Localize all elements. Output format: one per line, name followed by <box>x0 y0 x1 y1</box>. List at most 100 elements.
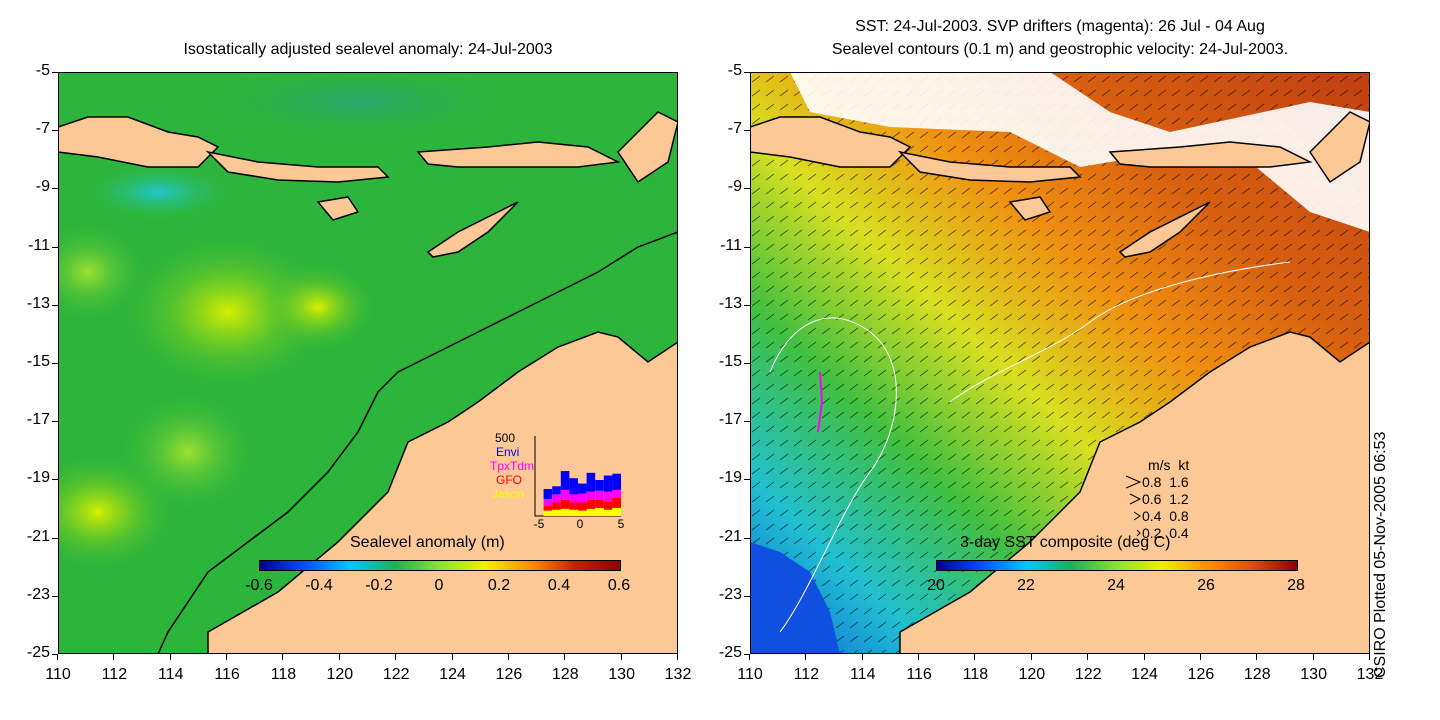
left-xtick-mark <box>57 654 58 660</box>
inset-bar-tpxtdm <box>569 494 578 503</box>
anomaly-high-5 <box>58 222 148 322</box>
velocity-arrow-0-8 <box>1125 475 1142 489</box>
right-panel-title-line2: Sealevel contours (0.1 m) and geostrophi… <box>831 41 1289 58</box>
left-ytick--7: -7 <box>35 120 50 138</box>
left-xtick-mark <box>395 654 397 660</box>
svp-drifter-track <box>817 371 824 433</box>
inset-legend-jason: Jason <box>492 487 525 501</box>
right-xtick-mark <box>1312 654 1314 660</box>
inset-legend-tpxtdm: TpxTdm <box>490 459 535 473</box>
right-ytick--5: -5 <box>727 62 742 79</box>
inset-bar-jason <box>552 509 561 516</box>
left-xtick-mark <box>564 654 566 660</box>
inset-bar-gfo <box>560 499 570 509</box>
left-ytick--11: -11 <box>28 236 50 254</box>
colorbar-tick-24: 24 <box>1107 577 1125 594</box>
sumba-island <box>316 196 360 221</box>
inset-bar-gfo <box>578 502 587 511</box>
right-xtick-mark <box>805 654 807 660</box>
right-colorbar <box>936 560 1298 571</box>
inset-bar-gfo <box>552 502 561 510</box>
inset-bar-gfo <box>612 498 621 508</box>
timor-island <box>1118 201 1211 258</box>
left-xtick-122: 122 <box>382 666 410 683</box>
right-panel-title-line1: SST: 24-Jul-2003. SVP drifters (magenta)… <box>855 18 1265 35</box>
colorbar-tick-28: 28 <box>1287 577 1305 594</box>
right-xtick-mark <box>1199 654 1201 660</box>
timor-island <box>426 201 519 258</box>
left-xtick-130: 130 <box>608 666 635 683</box>
inset-bar-gfo <box>603 501 613 510</box>
sealevel-contour-1 <box>769 317 897 633</box>
cloud-mask <box>790 72 1370 232</box>
right-ytick-mark <box>744 363 750 364</box>
right-ytick--15: -15 <box>718 353 742 370</box>
right-xtick-mark <box>861 654 863 660</box>
left-xtick-126: 126 <box>495 666 523 683</box>
left-ytick-mark <box>52 421 58 423</box>
left-xtick-mark <box>507 654 509 660</box>
left-ytick--17: -17 <box>26 411 50 429</box>
inset-bar-jason <box>595 507 604 516</box>
java-island <box>58 116 220 168</box>
inset-bar-envi <box>603 475 613 492</box>
inset-bar-chart <box>534 436 621 517</box>
velocity-legend-row-4: 0.2 0.4 <box>1142 525 1189 541</box>
inset-xtick-5: 5 <box>617 517 625 531</box>
colorbar-tick--0.4: -0.4 <box>305 577 333 594</box>
right-xtick-130: 130 <box>1300 666 1327 683</box>
inset-bar-tpxtdm <box>578 493 587 503</box>
velocity-arrow-0-6 <box>1129 493 1142 505</box>
inset-bar-envi <box>612 473 621 490</box>
velocity-legend-row-3: 0.4 0.8 <box>1142 508 1189 524</box>
right-ytick-mark <box>744 304 750 306</box>
inset-ymax-label: 500 <box>495 431 516 445</box>
inset-bar-jason <box>560 508 570 516</box>
tanimbar-island <box>1309 111 1370 184</box>
right-xtick-mark <box>974 654 976 660</box>
right-ytick--11: -11 <box>720 236 742 254</box>
colorbar-tick--0.2: -0.2 <box>365 577 393 594</box>
right-xtick-132: 132 <box>1356 666 1384 683</box>
inset-bar-tpxtdm <box>603 491 613 502</box>
sst-map: m/s kt 0.8 1.6 0.6 1.2 0.4 0.8 0.2 0.4 3… <box>750 72 1370 654</box>
inset-bar-envi <box>543 489 553 499</box>
right-xtick-124: 124 <box>1131 666 1158 683</box>
right-xtick-mark <box>918 654 920 660</box>
right-ytick--13: -13 <box>718 294 742 312</box>
left-ytick-mark <box>52 537 58 539</box>
left-xtick-mark <box>113 654 115 660</box>
left-xtick-110: 110 <box>45 666 71 683</box>
inset-bar-jason <box>603 509 613 516</box>
inset-bar-envi <box>586 472 596 492</box>
left-xtick-114: 114 <box>157 666 184 683</box>
left-ytick-mark <box>52 304 58 306</box>
right-xtick-116: 116 <box>906 666 932 683</box>
inset-bar-jason <box>569 509 578 516</box>
right-xtick-112: 112 <box>793 666 820 683</box>
flores-island <box>416 141 621 168</box>
shelf-break-contour <box>157 231 678 654</box>
left-xtick-116: 116 <box>214 666 240 683</box>
velocity-arrow-0-2 <box>1136 529 1141 537</box>
left-ytick-mark <box>52 72 58 73</box>
left-colorbar-label: Sealevel anomaly (m) <box>350 534 505 551</box>
inset-bar-tpxtdm <box>586 491 596 500</box>
inset-xtick-0: 0 <box>576 517 584 531</box>
right-ytick--19: -19 <box>718 469 742 487</box>
inset-bar-jason <box>543 510 553 516</box>
right-xtick-mark <box>1087 654 1089 660</box>
right-xtick-126: 126 <box>1187 666 1215 683</box>
left-xtick-124: 124 <box>439 666 466 683</box>
sumba-island <box>1008 196 1052 221</box>
inset-bar-jason <box>586 508 596 516</box>
left-ytick-mark <box>52 246 58 248</box>
velocity-arrow-0-4 <box>1133 511 1141 521</box>
right-ytick--25: -25 <box>718 644 742 661</box>
left-ytick-mark <box>52 479 58 481</box>
inset-bar-jason <box>612 507 621 516</box>
inset-bar-envi <box>595 480 604 491</box>
inset-bar-gfo <box>569 502 578 510</box>
cool-water-southwest <box>750 542 840 654</box>
inset-xtick-neg5: -5 <box>533 517 545 531</box>
